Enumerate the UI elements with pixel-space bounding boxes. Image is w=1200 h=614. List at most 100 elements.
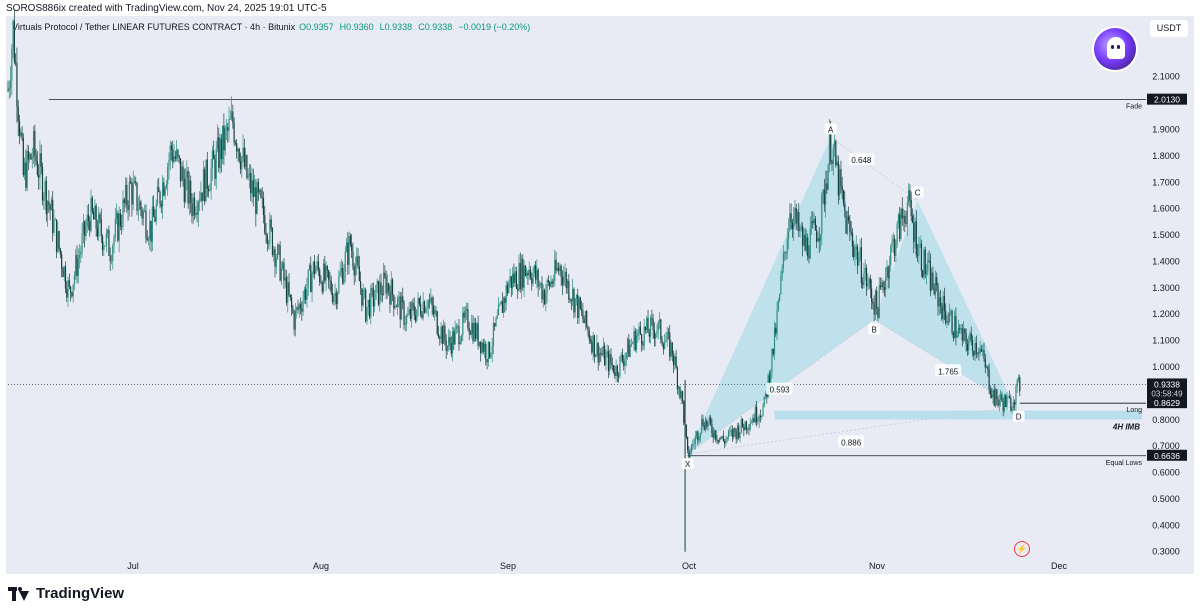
candle-body (561, 276, 564, 285)
lightning-icon[interactable]: ⚡ (1014, 541, 1030, 557)
candle-body (96, 228, 99, 237)
level-name-fade: Fade (1126, 104, 1142, 111)
candle-body (200, 192, 202, 201)
candle-body (43, 197, 45, 201)
candle-body (959, 328, 961, 330)
candle-body (685, 425, 687, 437)
legend-high: H0.9360 (339, 22, 374, 32)
candle-body (731, 429, 733, 438)
candle-body (13, 20, 15, 62)
candle-body (225, 127, 228, 129)
candle-body (53, 219, 55, 233)
candle-body (72, 284, 74, 297)
candle-body (400, 296, 403, 320)
candle-body (864, 267, 866, 274)
candle-body (84, 221, 86, 236)
candle-body (196, 212, 198, 215)
candle-body (667, 332, 670, 334)
candle-body (352, 251, 354, 267)
candle-body (430, 297, 432, 302)
candle-body (596, 342, 598, 355)
candle-body (366, 306, 368, 322)
candle-body (265, 232, 267, 236)
candle-body (975, 342, 977, 355)
candle-body (173, 156, 175, 162)
candle-body (920, 243, 923, 271)
candle-body (1005, 395, 1007, 408)
symbol-title[interactable]: Virtuals Protocol / Tether LINEAR FUTURE… (12, 22, 296, 32)
candle-body (607, 351, 610, 371)
candle-body (326, 266, 328, 271)
candle-body (947, 321, 949, 322)
candle-body (76, 255, 78, 276)
candle-body (358, 266, 360, 282)
candle-body (432, 305, 435, 315)
candle-body (483, 343, 486, 352)
candle-body (849, 221, 851, 232)
candle-body (839, 169, 841, 196)
y-axis-label: 1.5000 (1152, 230, 1180, 240)
candle-body (595, 354, 597, 357)
candle-body (333, 296, 335, 303)
ratio-label-bg (766, 382, 793, 395)
candle-body (510, 276, 512, 289)
candle-body (165, 184, 168, 189)
candle-body (566, 280, 569, 289)
candle-body (543, 290, 546, 305)
candle-body (615, 365, 617, 376)
candle-body (768, 375, 770, 386)
candle-body (179, 158, 182, 182)
candle-body (351, 244, 353, 252)
candle-body (540, 282, 542, 285)
candle-body (285, 277, 288, 303)
candle-body (888, 265, 891, 279)
candle-body (841, 186, 843, 191)
candle-body (632, 342, 634, 344)
candle-body (306, 287, 308, 300)
candle-body (733, 428, 735, 438)
candle-body (47, 201, 49, 214)
candle-body (527, 272, 529, 276)
candle-body (644, 326, 647, 331)
candle-body (328, 270, 330, 280)
candle-body (85, 226, 87, 236)
candle-body (971, 339, 974, 351)
y-axis-label: 0.6000 (1152, 468, 1180, 478)
candle-body (603, 345, 606, 366)
candle-body (810, 221, 813, 228)
ghost-icon (1107, 37, 1125, 59)
candle-body (915, 221, 917, 255)
candle-body (362, 289, 364, 306)
candle-body (938, 297, 940, 307)
candle-body (629, 345, 631, 357)
candle-body (885, 277, 887, 290)
candle-body (12, 20, 14, 50)
candle-body (283, 262, 285, 281)
candle-body (103, 246, 105, 251)
candle-body (924, 249, 926, 275)
candle-body (563, 276, 565, 285)
candle-body (147, 239, 150, 241)
candle-body (957, 328, 960, 337)
candle-body (62, 268, 64, 278)
candle-body (586, 311, 588, 327)
candle-body (428, 300, 431, 302)
candle-body (501, 301, 503, 313)
candle-body (29, 154, 31, 160)
candle-body (799, 228, 801, 231)
candle-body (153, 206, 155, 217)
candle-body (1010, 398, 1012, 411)
candle-body (345, 242, 348, 252)
candle-body (454, 328, 456, 345)
candle-body (870, 288, 873, 302)
candle-body (276, 244, 279, 259)
currency-button[interactable]: USDT (1150, 20, 1188, 37)
candle-body (437, 333, 440, 338)
candle-body (296, 307, 298, 311)
candle-body (423, 301, 426, 313)
candle-body (1001, 394, 1003, 401)
candle-body (756, 406, 758, 423)
candle-body (216, 137, 219, 150)
candle-body (377, 280, 380, 305)
